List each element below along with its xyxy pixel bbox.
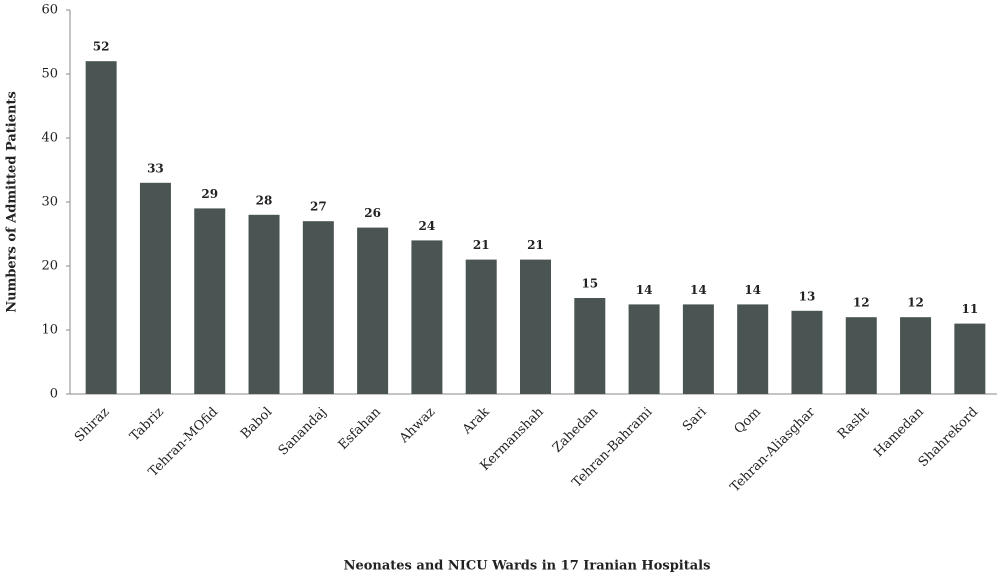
x-tick-label: Arak [459, 405, 492, 438]
bar [302, 221, 334, 394]
y-tick-label: 0 [50, 387, 58, 402]
bar [248, 214, 280, 394]
bar [357, 227, 389, 394]
x-tick-label: Ahwaz [396, 405, 438, 447]
data-label: 15 [581, 277, 598, 291]
y-tick-label: 20 [41, 259, 58, 274]
bar [737, 304, 769, 394]
x-tick-label: Sanandaj [276, 405, 330, 459]
data-label: 33 [147, 161, 164, 175]
data-label: 52 [93, 40, 110, 54]
data-label: 14 [636, 283, 653, 297]
bar [791, 310, 823, 394]
bar [85, 61, 117, 394]
x-tick-label: Hamedan [871, 404, 927, 460]
data-label: 29 [201, 187, 218, 201]
bar [574, 298, 606, 394]
y-axis-title: Numbers of Admitted Patients [5, 91, 20, 313]
y-tick-label: 40 [41, 131, 58, 146]
data-label: 21 [527, 238, 544, 252]
data-label: 26 [364, 206, 381, 220]
bar [954, 323, 986, 394]
bar [682, 304, 714, 394]
x-tick-label: Sari [680, 405, 710, 435]
data-label: 13 [799, 289, 816, 303]
data-label: 24 [419, 219, 436, 233]
bar [628, 304, 660, 394]
y-tick-label: 50 [41, 67, 58, 82]
data-label: 21 [473, 238, 490, 252]
x-tick-label: Qom [732, 405, 764, 437]
y-tick-label: 60 [41, 3, 58, 18]
data-label: 14 [690, 283, 707, 297]
x-tick-label: Shiraz [72, 405, 113, 446]
x-axis-title: Neonates and NICU Wards in 17 Iranian Ho… [344, 559, 711, 574]
y-tick-label: 30 [41, 195, 58, 210]
x-tick-label: Rasht [835, 404, 873, 442]
x-tick-label: Babol [238, 405, 275, 442]
bar [194, 208, 226, 394]
data-label: 28 [256, 193, 273, 207]
x-tick-label: Tabriz [127, 405, 167, 445]
data-label: 12 [907, 296, 924, 310]
bar [411, 240, 443, 394]
bar [465, 259, 497, 394]
data-label: 27 [310, 200, 327, 214]
y-tick-label: 10 [41, 323, 58, 338]
data-label: 14 [744, 283, 761, 297]
bar [520, 259, 551, 394]
bar [900, 317, 932, 394]
bar [139, 182, 171, 394]
data-label: 12 [853, 296, 870, 310]
bar [845, 317, 877, 394]
x-tick-label: Zahedan [550, 404, 602, 456]
data-label: 11 [962, 302, 979, 316]
x-tick-label: Esfahan [336, 404, 385, 453]
